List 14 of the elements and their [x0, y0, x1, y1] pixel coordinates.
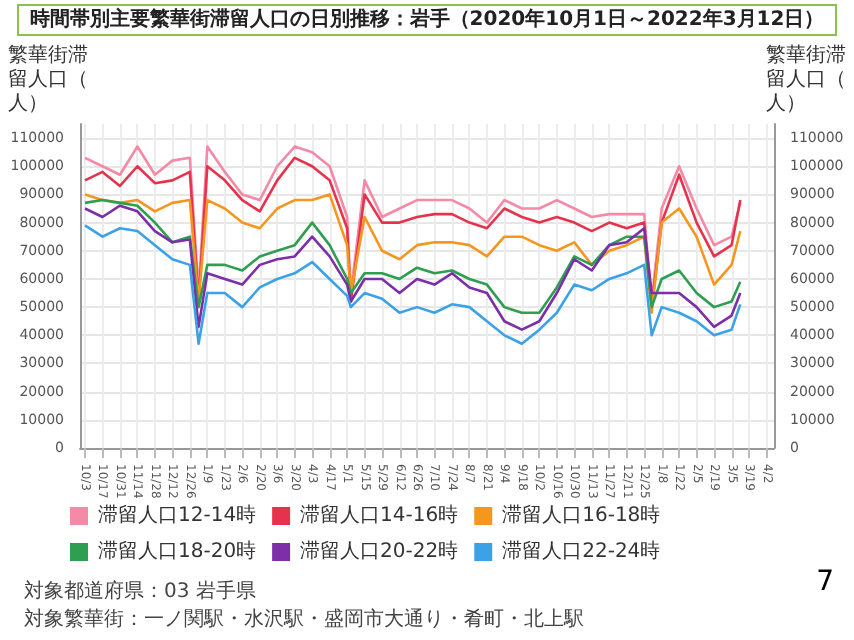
text: 対象繁華街：一ノ関駅・水沢駅・盛岡市大通り・肴町・北上駅: [24, 607, 584, 631]
legend-label: 滞留人口20-22時: [300, 539, 459, 563]
y-axis-title: 繁華街滞留人口（人）: [8, 43, 88, 115]
chart-title: 時間帯別主要繁華街滞留人口の日別推移：岩手（2020年10月1日～2022年3月12日）: [29, 7, 825, 31]
line-series: [83, 204, 742, 331]
legend-label: 滞留人口16-18時: [502, 503, 661, 527]
legend-label: 滞留人口14-16時: [300, 503, 459, 527]
legend-label: 滞留人口12-14時: [98, 503, 257, 527]
text: 7: [816, 566, 835, 598]
legend-label: 滞留人口18-20時: [98, 539, 257, 563]
y2-axis-title: 繁華街滞留人口（人）: [766, 43, 846, 115]
line-series: [83, 224, 742, 346]
legend-label: 滞留人口22-24時: [502, 539, 661, 563]
text: 対象都道府県：03 岩手県: [24, 579, 256, 603]
